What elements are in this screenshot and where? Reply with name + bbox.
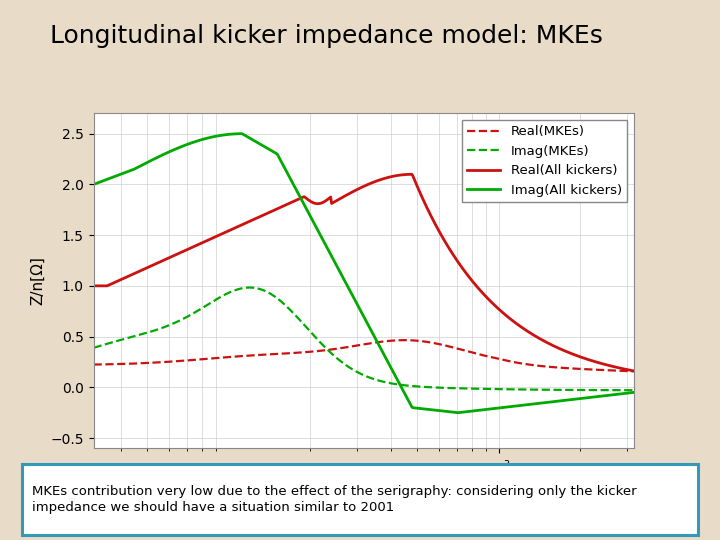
Line: Imag(MKEs): Imag(MKEs) [94,287,634,390]
Real(All kickers) [497,308,505,314]
Imag(All kickers) [498,404,506,411]
Imag(MKEs) [451,385,459,392]
Legend: Real(MKEs), Imag(MKEs), Real(All kickers), Imag(All kickers): Real(MKEs), Imag(MKEs), Real(All kickers… [462,120,627,202]
Imag(All kickers) [629,389,638,396]
Imag(MKEs) [228,288,237,294]
Imag(MKEs) [408,383,417,389]
Real(All kickers) [451,254,459,261]
Real(MKEs) [497,356,505,362]
Line: Real(MKEs): Real(MKEs) [94,340,634,372]
Real(MKEs) [185,357,194,363]
Real(MKEs) [228,354,237,360]
Line: Real(All kickers): Real(All kickers) [94,174,634,371]
Imag(MKEs) [497,386,505,393]
Real(All kickers) [408,171,416,178]
Real(MKEs) [408,337,417,343]
Real(All kickers) [185,246,194,252]
Imag(All kickers) [228,131,237,137]
Real(All kickers) [228,226,237,232]
Imag(All kickers) [335,267,343,273]
Imag(All kickers) [185,140,194,147]
Imag(MKEs) [629,387,638,394]
Text: Longitudinal kicker impedance model: MKEs: Longitudinal kicker impedance model: MKE… [50,24,603,48]
X-axis label: Frequency [MHz]: Frequency [MHz] [291,482,436,497]
Real(MKEs) [451,345,459,351]
Real(MKEs) [400,337,409,343]
Real(All kickers) [408,172,417,179]
Imag(MKEs) [185,313,194,319]
Line: Imag(All kickers): Imag(All kickers) [94,134,634,413]
Real(All kickers) [333,197,342,203]
Imag(All kickers) [451,409,459,416]
Real(MKEs) [333,346,342,352]
Real(MKEs) [629,368,638,375]
Real(All kickers) [89,282,98,289]
Imag(MKEs) [335,356,343,363]
Y-axis label: Z/n[Ω]: Z/n[Ω] [30,256,45,305]
Imag(MKEs) [246,284,254,291]
Imag(MKEs) [89,345,98,351]
Real(MKEs) [89,361,98,368]
Real(All kickers) [629,368,638,374]
Imag(All kickers) [89,181,98,188]
Imag(All kickers) [408,404,417,411]
Imag(All kickers) [454,409,462,416]
Text: MKEs contribution very low due to the effect of the serigraphy: considering only: MKEs contribution very low due to the ef… [32,485,636,514]
Imag(All kickers) [237,131,246,137]
